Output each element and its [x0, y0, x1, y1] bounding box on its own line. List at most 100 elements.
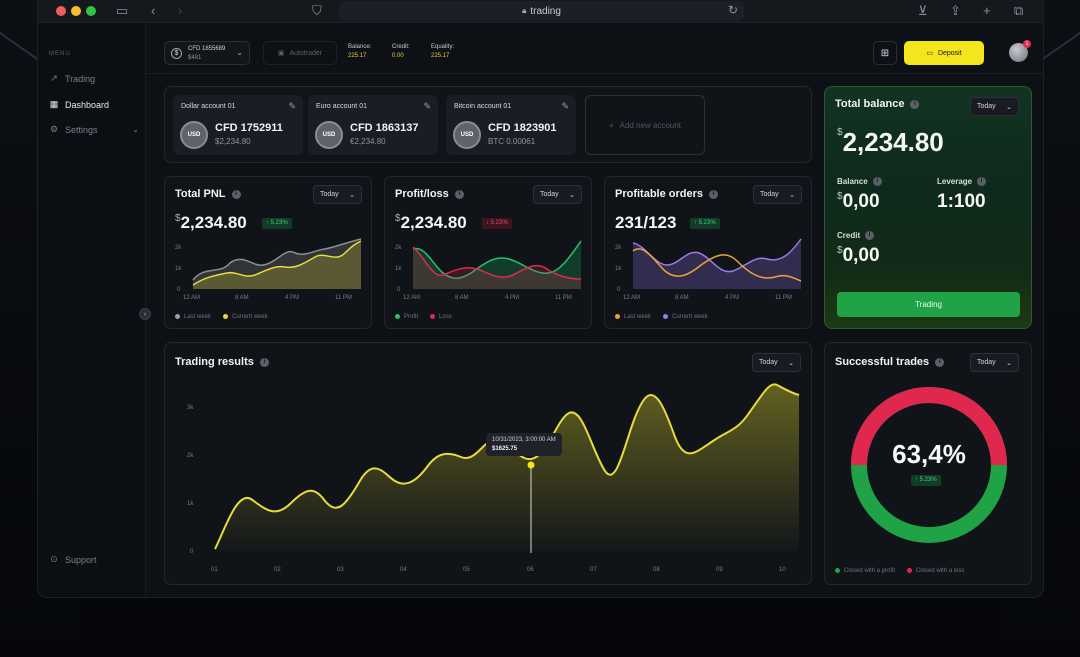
- edit-icon[interactable]: ✎: [423, 101, 431, 111]
- tooltip-date: 10/31/2023, 3:00:00 AM: [492, 437, 556, 443]
- balance-value: $0,00: [837, 191, 880, 213]
- forward-icon[interactable]: ›: [178, 3, 183, 18]
- y-tick: 0: [617, 287, 621, 293]
- collapse-sidebar-button[interactable]: ‹: [139, 308, 151, 320]
- sidebar-item-label: Trading: [65, 73, 96, 84]
- leverage-value: 1:100: [937, 191, 986, 213]
- sidebar-item-trading[interactable]: ↗ Trading: [49, 73, 95, 84]
- legend-label: Closed with a profit: [844, 568, 896, 574]
- total-balance-panel: Total balance i Today ⌄ $2,234.80 Balance i…: [824, 86, 1032, 329]
- y-tick: 2k: [175, 245, 182, 251]
- x-tick: 01: [211, 567, 218, 573]
- sidebar-item-settings[interactable]: ⚙ Settings ⌄: [49, 124, 139, 135]
- panel-title: Total balance i: [835, 98, 920, 110]
- x-tick: 8 AM: [455, 295, 469, 301]
- x-tick: 12 AM: [623, 295, 640, 301]
- info-icon[interactable]: i: [259, 357, 269, 367]
- x-tick: 04: [400, 567, 407, 573]
- chevron-down-icon: ⌄: [236, 48, 243, 57]
- account-name: Bitcoin account 01: [454, 103, 512, 110]
- pnl-chart: 2k 1k 0 12 AM 8 AM 4 PM 11 PM: [175, 238, 362, 301]
- address-bar[interactable]: 🔒︎ trading ↻: [339, 1, 744, 21]
- wallet-icon: ▭: [926, 50, 933, 57]
- loss-line: [412, 246, 582, 280]
- trading-button[interactable]: Trading: [837, 292, 1020, 317]
- period-select[interactable]: Today ⌄: [313, 185, 362, 204]
- period-select[interactable]: Today ⌄: [533, 185, 582, 204]
- x-tick: 4 PM: [505, 295, 519, 301]
- value-text: 0,00: [842, 191, 880, 212]
- label-text: Credit: [837, 231, 861, 240]
- trading-results-panel: Trading results i Today ⌄ 3k 2k 1k 0 01 02…: [164, 342, 812, 585]
- panel-title-text: Trading results: [175, 356, 254, 368]
- avatar[interactable]: 1: [1009, 40, 1031, 62]
- account-number: CFD 1823901: [488, 122, 557, 134]
- stat-label: Balance:: [348, 44, 372, 50]
- x-tick: 12 AM: [183, 295, 200, 301]
- pnl-value: $2,234.80: [175, 213, 247, 233]
- x-tick: 06: [527, 567, 534, 573]
- account-selector[interactable]: $ CFD 1855689 $481 ⌄: [164, 41, 250, 65]
- y-tick: 2k: [395, 245, 402, 251]
- legend-label: Last week: [624, 314, 652, 320]
- tabs-overview-icon[interactable]: ⧉: [1014, 3, 1024, 18]
- info-icon[interactable]: i: [231, 189, 241, 199]
- legend-label: Current week: [232, 314, 268, 320]
- usd-coin-icon: USD: [453, 121, 481, 149]
- results-line: [214, 383, 800, 550]
- usd-coin-icon: USD: [180, 121, 208, 149]
- x-tick: 08: [653, 567, 660, 573]
- robot-icon: ▣: [277, 50, 285, 57]
- edit-icon[interactable]: ✎: [561, 101, 569, 111]
- autotrader-button[interactable]: ▣ Autotrader: [263, 41, 337, 65]
- add-account-button[interactable]: + Add new account: [585, 95, 705, 155]
- info-icon[interactable]: i: [709, 189, 719, 199]
- info-icon[interactable]: i: [910, 99, 920, 109]
- maximize-window-button[interactable]: [86, 6, 96, 16]
- x-tick: 03: [337, 567, 344, 573]
- legend-label: Loss: [439, 314, 452, 320]
- gear-icon: ⚙: [49, 124, 59, 134]
- sidebar-item-support[interactable]: ⊙ Support: [49, 554, 96, 565]
- results-area: [215, 384, 799, 551]
- panel-title: Successful trades i: [835, 356, 945, 368]
- legend-item: Closed with a loss: [907, 567, 964, 574]
- info-icon[interactable]: i: [865, 231, 875, 240]
- gift-button[interactable]: ⊞: [873, 41, 897, 65]
- edit-icon[interactable]: ✎: [288, 101, 296, 111]
- deposit-button[interactable]: ▭ Deposit: [904, 41, 984, 65]
- back-icon[interactable]: ‹: [151, 3, 156, 18]
- period-select[interactable]: Today ⌄: [752, 353, 801, 372]
- close-window-button[interactable]: [56, 6, 66, 16]
- sidebar-toggle-icon[interactable]: ▭: [116, 3, 129, 18]
- orders-chart: 2k 1k 0 12 AM 8 AM 4 PM 11 PM: [615, 238, 802, 301]
- chevron-down-icon: ⌄: [1006, 359, 1012, 367]
- info-icon[interactable]: i: [977, 177, 987, 186]
- account-balance: $2,234.80: [215, 137, 251, 146]
- sidebar-item-dashboard[interactable]: ▦ Dashboard: [49, 99, 109, 110]
- share-icon[interactable]: ⇪: [950, 3, 961, 18]
- last-week-line: [632, 248, 802, 282]
- success-rate-value: 63,4%: [892, 439, 966, 469]
- period-select[interactable]: Today ⌄: [970, 97, 1019, 116]
- minimize-window-button[interactable]: [71, 6, 81, 16]
- download-icon[interactable]: ⊻: [918, 3, 928, 18]
- period-select[interactable]: Today ⌄: [970, 353, 1019, 372]
- x-tick: 12 AM: [403, 295, 420, 301]
- account-card[interactable]: Bitcoin account 01 ✎ USD CFD 1823901 BTC…: [446, 95, 576, 155]
- period-select[interactable]: Today ⌄: [753, 185, 802, 204]
- shield-icon[interactable]: ⛉: [312, 3, 322, 18]
- info-icon[interactable]: i: [935, 357, 945, 367]
- period-value: Today: [760, 191, 779, 198]
- account-card[interactable]: Dollar account 01 ✎ USD CFD 1752911 $2,2…: [173, 95, 303, 155]
- reload-icon[interactable]: ↻: [727, 3, 738, 17]
- info-icon[interactable]: i: [454, 189, 464, 199]
- add-account-label: Add new account: [619, 120, 682, 130]
- x-tick: 4 PM: [285, 295, 299, 301]
- new-tab-icon[interactable]: +: [983, 3, 991, 18]
- x-tick: 11 PM: [775, 295, 792, 301]
- label-text: Balance: [837, 177, 868, 186]
- info-icon[interactable]: i: [872, 177, 882, 186]
- profitable-orders-panel: Profitable orders i Today ⌄ 231/123 ↑ 5.23…: [604, 176, 812, 329]
- account-card[interactable]: Euro account 01 ✎ USD CFD 1863137 €2,234…: [308, 95, 438, 155]
